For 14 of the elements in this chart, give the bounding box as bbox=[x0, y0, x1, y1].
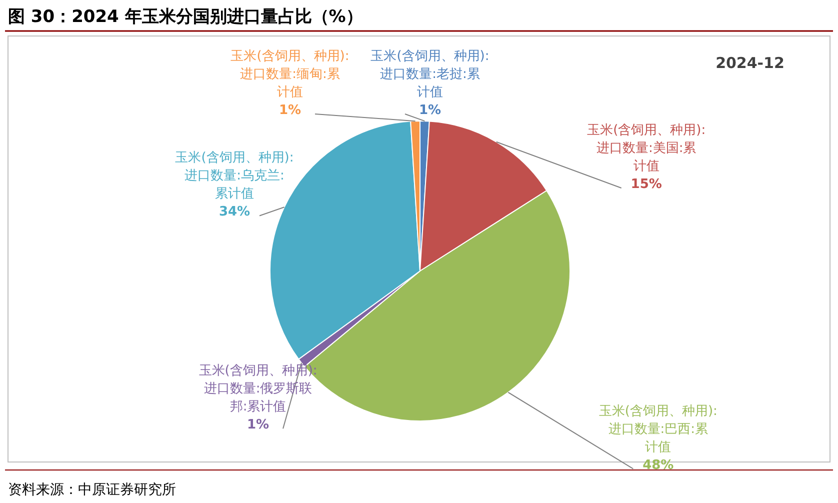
data-label: 1% bbox=[278, 103, 302, 118]
slice-label: 玉米(含饲用、种用):进口数量:缅甸:累计值 bbox=[230, 49, 350, 100]
slice-label: 玉米(含饲用、种用):进口数量:美国:累计值 bbox=[587, 123, 706, 174]
data-label: 34% bbox=[218, 204, 250, 220]
slice-label: 玉米(含饲用、种用):进口数量:乌克兰:累计值 bbox=[175, 150, 294, 202]
data-label: 48% bbox=[642, 458, 674, 473]
data-label: 1% bbox=[418, 103, 442, 118]
text: 2024-12 bbox=[716, 54, 784, 72]
chart-title: 图 30：2024 年玉米分国别进口量占比（%） bbox=[8, 7, 363, 27]
data-label: 15% bbox=[630, 177, 662, 192]
slice-label: 玉米(含饲用、种用):进口数量:巴西:累计值 bbox=[598, 404, 718, 455]
data-label: 1% bbox=[246, 418, 270, 433]
text: 资料来源：中原证券研究所 bbox=[8, 482, 176, 498]
slice-label: 玉米(含饲用、种用):进口数量:老挝:累计值 bbox=[370, 49, 490, 100]
